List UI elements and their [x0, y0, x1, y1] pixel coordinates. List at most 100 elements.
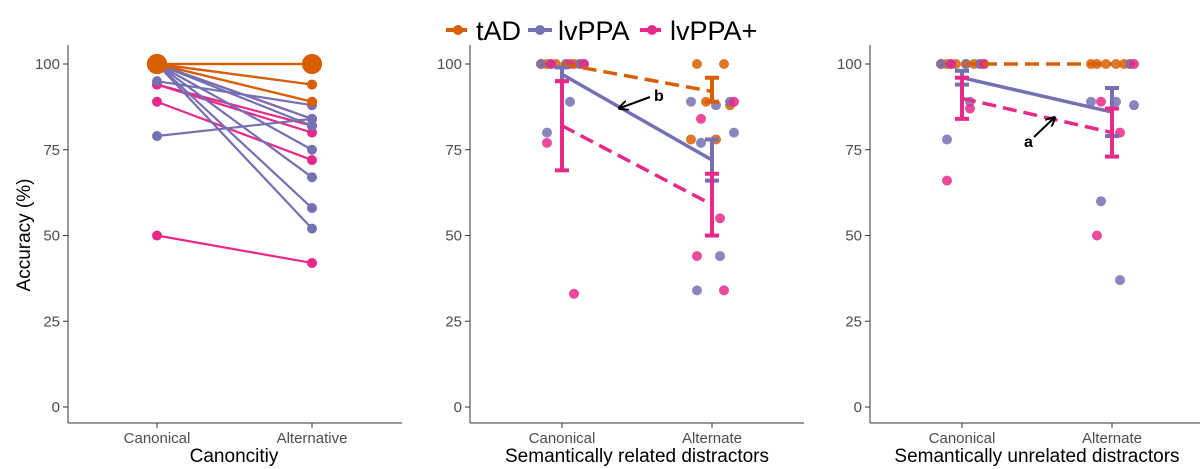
panel-canonicity: Accuracy (%) 0 25 50 75 100 Canonical Alterna…	[14, 45, 402, 467]
point-tad	[1101, 59, 1111, 69]
y-tick-label: 100	[837, 56, 862, 73]
point-lvppa	[307, 203, 317, 214]
y-tick-label: 75	[445, 142, 462, 159]
point-lvppa-plus	[579, 59, 589, 69]
point-lvppa	[307, 223, 317, 234]
y-tick-label: 50	[43, 228, 60, 245]
point-lvppa	[686, 96, 696, 107]
point-lvppa	[1115, 275, 1125, 286]
legend-key-dot	[647, 25, 657, 35]
y-tick-label: 0	[454, 399, 462, 416]
point-lvppa	[696, 137, 706, 148]
point-lvppa-plus	[692, 251, 702, 262]
plot-marks	[536, 59, 739, 299]
point-lvppa	[565, 96, 575, 107]
point-lvppa	[307, 144, 317, 155]
subject-line-lvppa	[156, 63, 313, 209]
point-tad	[302, 54, 322, 74]
subject-line-lvppa-plus	[156, 100, 313, 162]
point-lvppa	[1086, 96, 1096, 107]
point-tad	[307, 96, 317, 107]
point-lvppa-plus	[546, 59, 556, 69]
point-lvppa-plus	[1092, 230, 1102, 241]
y-tick-label: 0	[854, 399, 862, 416]
x-tick-label: Canonical	[929, 430, 996, 447]
point-tad	[692, 59, 702, 69]
subject-line-tad	[156, 62, 313, 86]
x-tick-label: Canonical	[124, 430, 191, 447]
annotation-arrow	[620, 96, 651, 108]
y-tick-label: 100	[437, 56, 462, 73]
point-lvppa-plus	[729, 96, 739, 107]
point-lvppa-plus	[1096, 96, 1106, 107]
point-lvppa-plus	[152, 96, 162, 107]
legend-item-lvppa: lvPPA	[528, 16, 630, 46]
point-lvppa-plus	[719, 285, 729, 296]
point-lvppa-plus	[696, 113, 706, 124]
point-lvppa	[152, 131, 162, 142]
point-lvppa-plus	[307, 127, 317, 138]
point-lvppa-plus	[569, 288, 579, 299]
y-ticks: 0 25 50 75 100	[437, 56, 470, 416]
point-lvppa	[1096, 196, 1106, 207]
y-tick-label: 25	[445, 313, 462, 330]
point-tad	[719, 59, 729, 69]
subject-line-lvppa	[156, 63, 313, 151]
plot-marks	[147, 54, 322, 268]
x-tick-label: Alternate	[682, 430, 742, 447]
y-tick-label: 25	[845, 313, 862, 330]
mean-line-lvppa-plus	[561, 124, 713, 207]
annotation-a: a	[1024, 134, 1033, 151]
x-tick-label: Alternate	[1082, 430, 1142, 447]
annotation-arrow	[1033, 118, 1054, 138]
point-lvppa-plus	[715, 213, 725, 224]
y-tick-label: 75	[845, 142, 862, 159]
point-lvppa	[307, 113, 317, 124]
subject-line-lvppa	[156, 80, 313, 107]
point-lvppa	[152, 76, 162, 87]
point-lvppa-plus	[942, 175, 952, 186]
point-lvppa	[307, 172, 317, 183]
mean-line-lvppa	[961, 76, 1113, 114]
x-tick-label: Alternative	[277, 430, 348, 447]
point-tad	[686, 134, 696, 145]
y-tick-label: 0	[52, 399, 60, 416]
y-tick-label: 100	[35, 56, 60, 73]
point-lvppa	[692, 285, 702, 296]
point-lvppa-plus	[307, 155, 317, 166]
x-axis-title: Semantically unrelated distractors	[894, 446, 1179, 467]
legend-label: tAD	[476, 16, 521, 46]
annotation-b: b	[654, 88, 664, 105]
x-tick-label: Canonical	[529, 430, 596, 447]
legend-label: lvPPA	[558, 16, 630, 46]
subject-line-lvppa	[156, 62, 313, 127]
subject-line-lvppa-plus	[156, 234, 313, 265]
x-ticks: Canonical Alternate	[929, 423, 1142, 447]
mean-line-tad	[561, 62, 713, 94]
y-tick-label: 50	[845, 228, 862, 245]
y-ticks: 0 25 50 75 100	[837, 56, 870, 416]
point-lvppa	[715, 251, 725, 262]
point-lvppa	[536, 59, 546, 69]
subject-line-lvppa	[156, 63, 313, 230]
point-tad	[307, 79, 317, 90]
y-ticks: 0 25 50 75 100	[35, 56, 68, 416]
x-ticks: Canonical Alternate	[529, 423, 742, 447]
plot-marks	[936, 59, 1139, 286]
mean-line-lvppa-plus	[961, 96, 1113, 135]
legend-key-dot	[453, 25, 463, 35]
point-tad	[147, 54, 167, 74]
y-tick-label: 50	[445, 228, 462, 245]
point-lvppa-plus	[152, 230, 162, 241]
x-ticks: Canonical Alternative	[124, 423, 348, 447]
point-lvppa-plus	[946, 59, 956, 69]
point-lvppa	[307, 120, 317, 131]
point-lvppa-plus	[307, 257, 317, 268]
subject-line-lvppa	[156, 117, 313, 138]
point-lvppa	[542, 127, 552, 138]
panel-related-distractors: 0 25 50 75 100 Canonical Alternate b Semantic…	[437, 45, 804, 467]
subject-line-tad	[156, 62, 313, 103]
point-tad	[1111, 59, 1121, 69]
subject-line-lvppa	[156, 63, 313, 179]
